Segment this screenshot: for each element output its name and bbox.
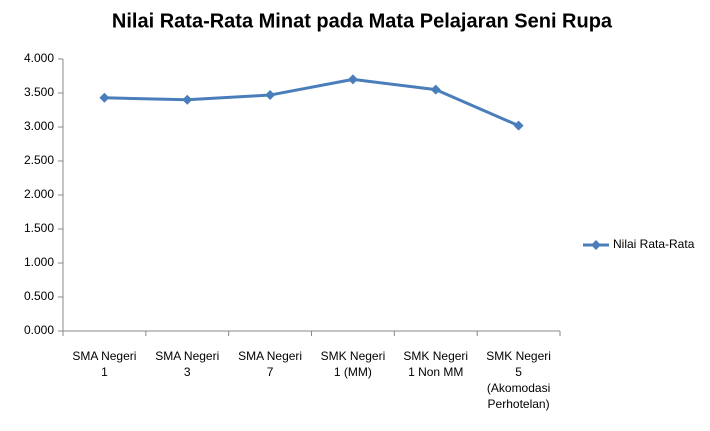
point-marker — [430, 84, 441, 95]
y-tick-label: 3.500 — [24, 85, 54, 99]
y-tick-label: 2.500 — [24, 153, 54, 167]
y-tick-label: 0.000 — [24, 323, 54, 337]
series-line — [104, 77, 520, 128]
legend-label: Nilai Rata-Rata — [613, 237, 695, 251]
x-tick-label: SMK Negeri 1 Non MM — [403, 349, 469, 379]
y-tick-label: 1.500 — [24, 221, 54, 235]
chart-title: Nilai Rata-Rata Minat pada Mata Pelajara… — [112, 10, 613, 32]
point-marker — [513, 120, 524, 131]
y-tick-label: 3.000 — [24, 119, 54, 133]
point-marker — [182, 94, 193, 105]
y-tick-label: 2.000 — [24, 187, 54, 201]
point-marker — [99, 92, 110, 103]
x-tick-label: SMA Negeri 3 — [155, 349, 220, 379]
x-tick-label: SMA Negeri 1 — [72, 349, 137, 379]
x-tick-label: SMA Negeri 7 — [238, 349, 303, 379]
x-tick-label: SMK Negeri 1 (MM) — [320, 349, 386, 379]
point-marker — [265, 90, 276, 101]
point-marker — [347, 74, 358, 85]
y-tick-label: 1.000 — [24, 255, 54, 269]
y-tick-label: 4.000 — [24, 51, 54, 65]
legend-marker — [591, 240, 601, 250]
x-tick-label: SMK Negeri 5 (Akomodasi Perhotelan) — [486, 349, 551, 411]
y-tick-label: 0.500 — [24, 289, 54, 303]
